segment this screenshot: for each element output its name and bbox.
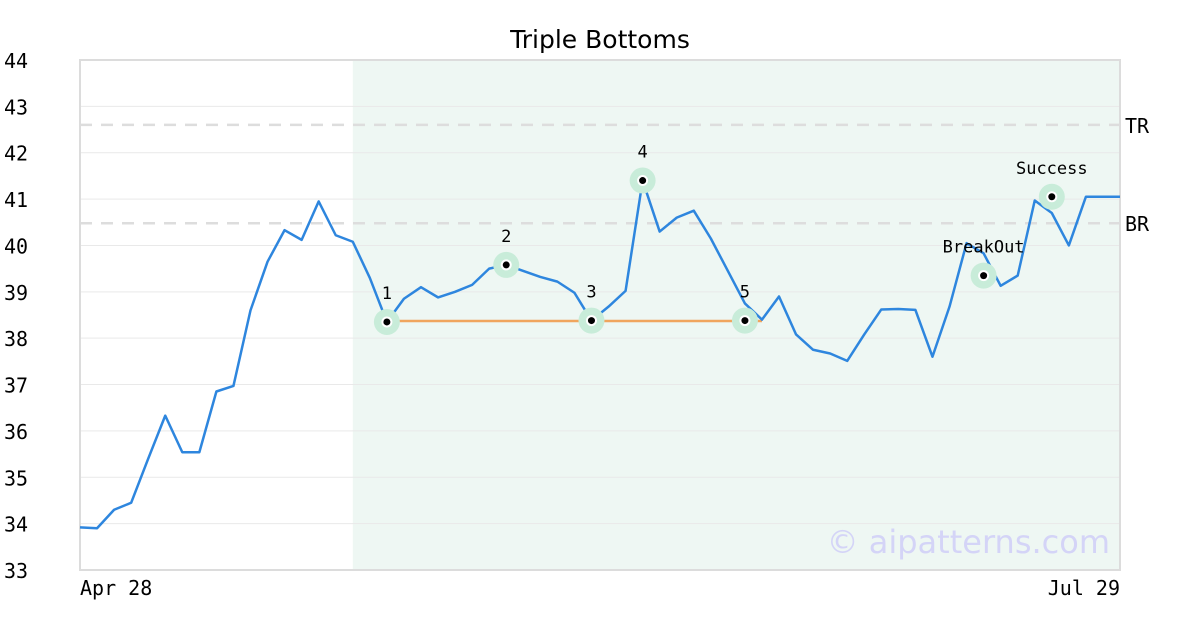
y-tick-label: 39: [4, 281, 28, 305]
level-label-tr: TR: [1125, 114, 1150, 138]
chart-title: Triple Bottoms: [509, 25, 690, 54]
point-label-breakout: BreakOut: [943, 238, 1025, 258]
point-label-1: 1: [382, 284, 392, 304]
y-tick-label: 37: [4, 374, 28, 398]
level-label-br: BR: [1125, 212, 1150, 236]
plot-border: [79, 59, 1121, 571]
y-tick-label: 44: [4, 49, 28, 73]
y-tick-label: 38: [4, 327, 28, 351]
point-label-3: 3: [586, 283, 596, 303]
point-label-4: 4: [637, 143, 647, 163]
y-tick-label: 43: [4, 95, 28, 119]
watermark: © aipatterns.com: [827, 523, 1110, 561]
point-marker-4: [639, 177, 647, 185]
y-tick-label: 40: [4, 234, 28, 258]
y-tick-label: 41: [4, 188, 28, 212]
point-marker-3: [587, 317, 595, 325]
y-tick-label: 35: [4, 466, 28, 490]
y-tick-label: 36: [4, 420, 28, 444]
point-marker-5: [741, 317, 749, 325]
point-marker-1: [383, 318, 391, 326]
y-tick-label: 42: [4, 142, 28, 166]
y-tick-label: 34: [4, 513, 28, 537]
point-label-success: Success: [1016, 159, 1088, 179]
x-tick-label-end: Jul 29: [1048, 576, 1120, 600]
point-marker-success: [1048, 193, 1056, 201]
point-marker-2: [502, 261, 510, 269]
point-label-5: 5: [740, 283, 750, 303]
x-tick-label-start: Apr 28: [80, 576, 152, 600]
y-tick-label: 33: [4, 559, 28, 583]
point-label-2: 2: [501, 227, 511, 247]
point-marker-breakout: [980, 272, 988, 280]
